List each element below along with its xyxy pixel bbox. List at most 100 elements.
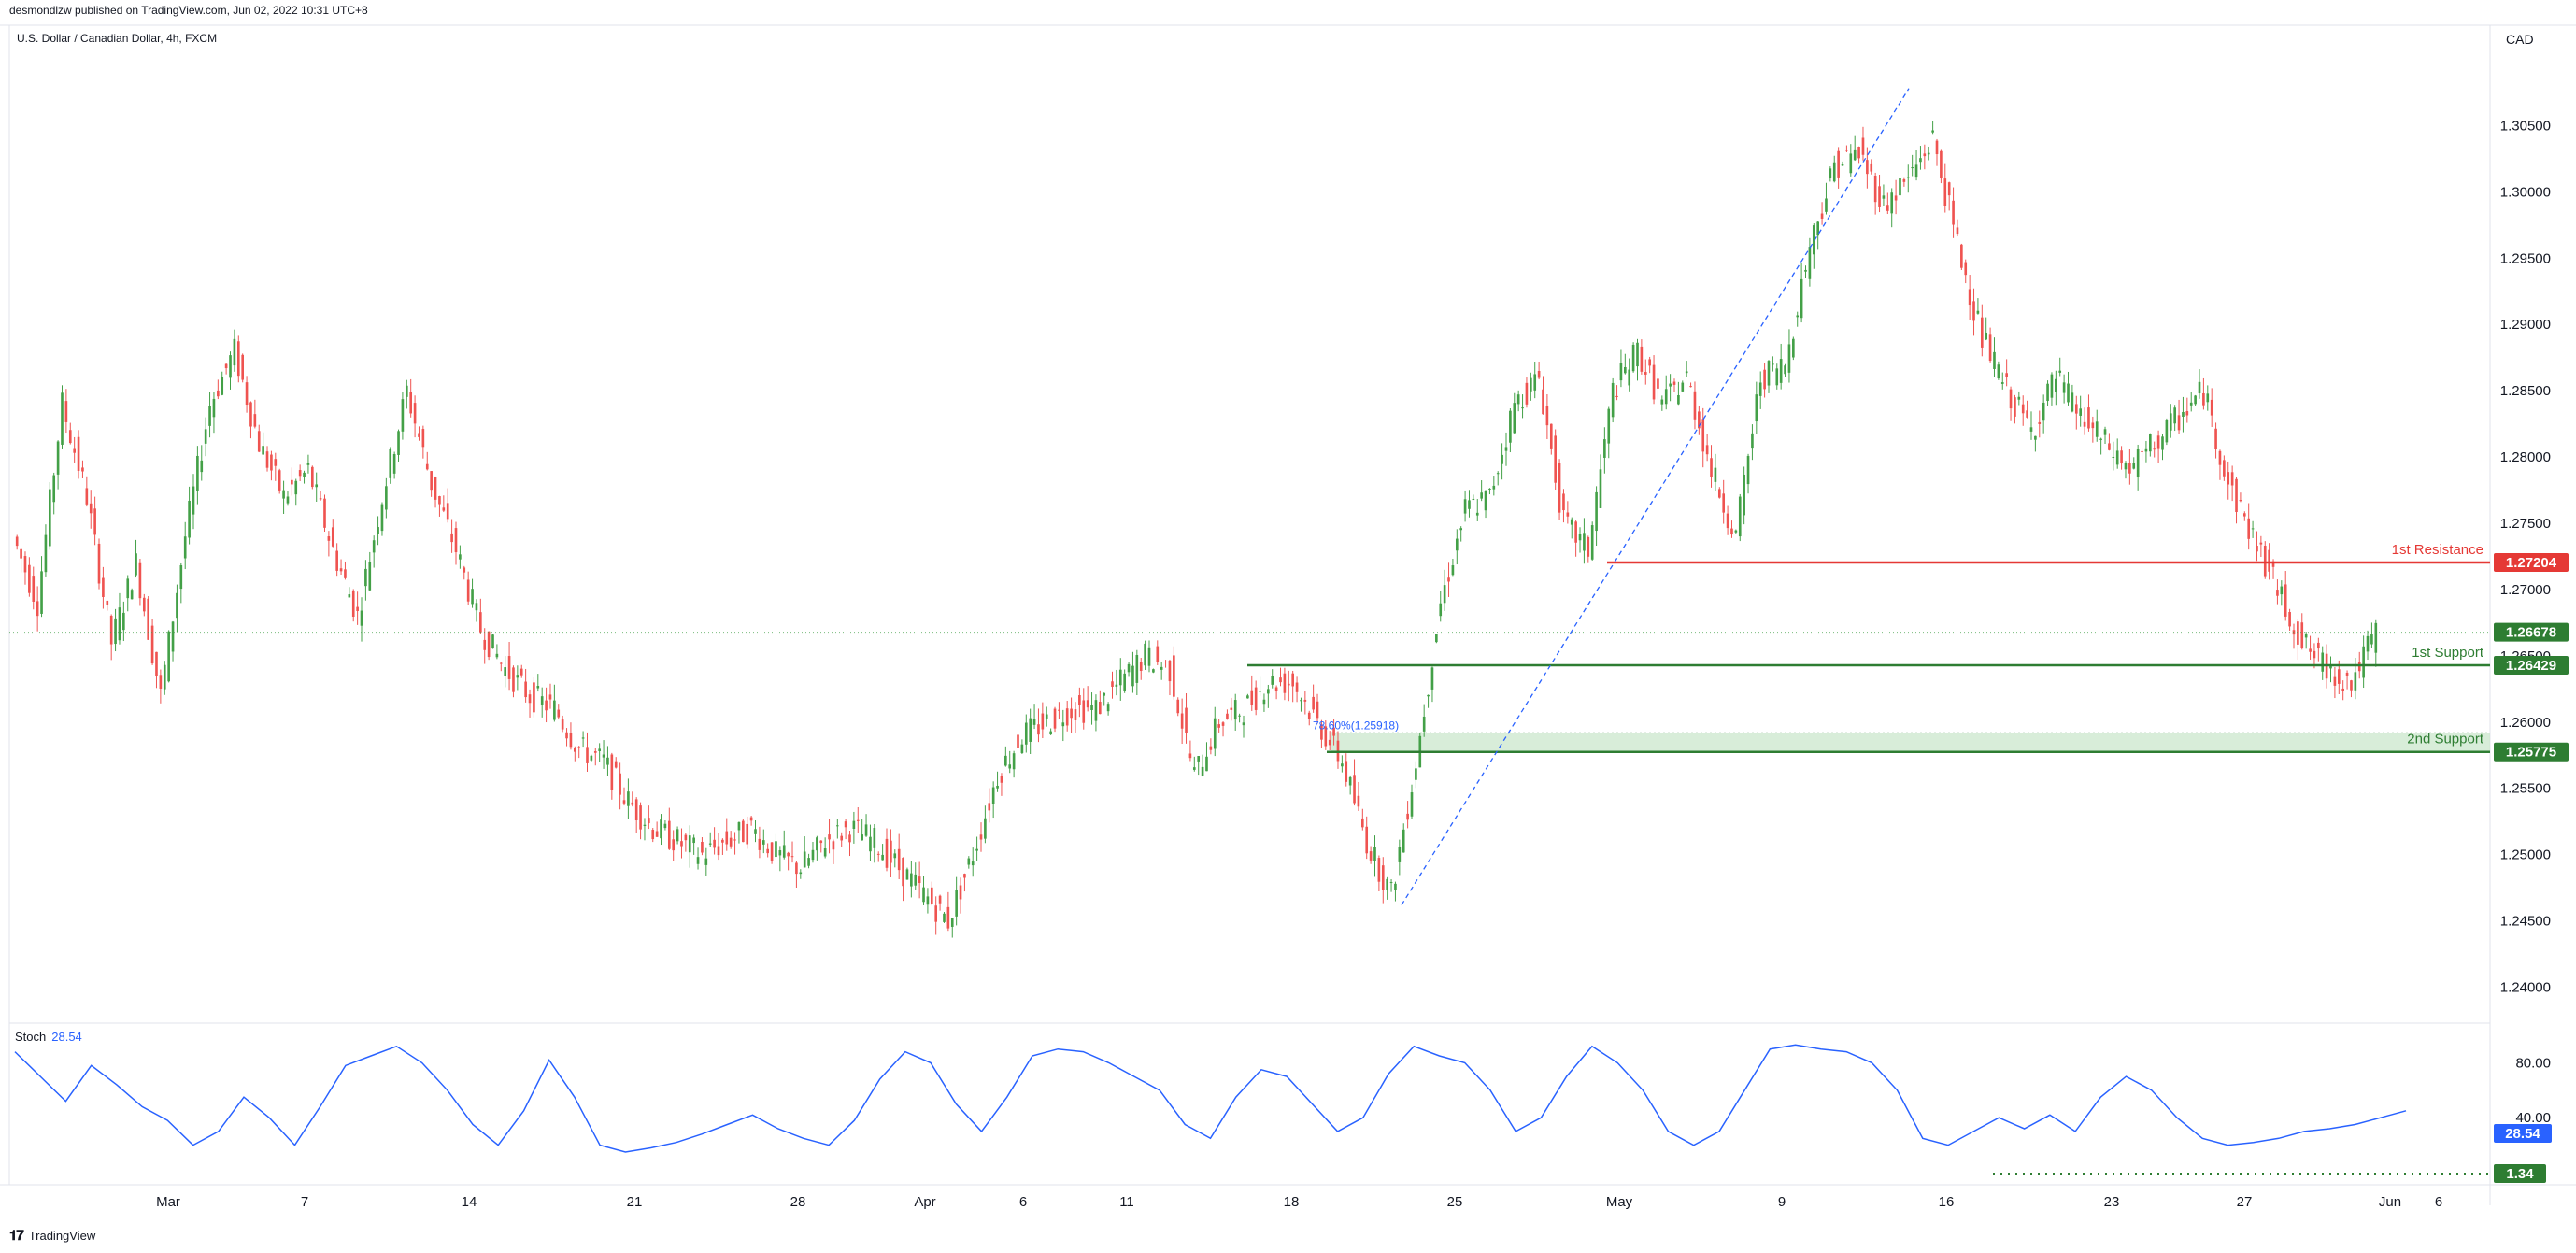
candle-body (602, 754, 605, 758)
candle-body (2034, 435, 2037, 440)
candle-body (873, 828, 876, 848)
candle-body (655, 831, 659, 837)
candle-body (1841, 164, 1844, 166)
candle-body (577, 747, 581, 748)
candle-body (1118, 669, 1122, 686)
candle-body (1960, 244, 1963, 268)
y-tick-label: 1.26000 (2500, 715, 2551, 731)
tradingview-logo[interactable]: 𝟏𝟕 TradingView (9, 1228, 95, 1244)
x-tick-label: Apr (914, 1194, 935, 1210)
candle-body (1964, 262, 1968, 276)
candle-body (1192, 767, 1196, 770)
candle-body (2026, 410, 2028, 418)
stoch-low-text: 1.34 (2506, 1166, 2534, 1182)
candle-body (2370, 634, 2373, 645)
candle-body (1004, 755, 1007, 766)
candle-body (1705, 445, 1709, 455)
candle-body (236, 341, 240, 377)
candle-body (1504, 447, 1508, 451)
candle-body (1106, 704, 1110, 712)
candle-body (2149, 434, 2152, 452)
stoch-tick-label: 40.00 (2515, 1110, 2551, 1126)
candle-body (2029, 427, 2033, 432)
candle-body (1624, 366, 1627, 374)
candle-body (221, 377, 224, 395)
candle-body (930, 887, 933, 904)
x-tick-label: Mar (156, 1194, 180, 1210)
candle-body (1439, 603, 1443, 617)
candle-body (1554, 435, 1557, 483)
candle-body (963, 874, 966, 878)
candle-body (1820, 213, 1824, 219)
candle-body (1144, 643, 1146, 666)
candle-body (1345, 761, 1348, 782)
candle-body (749, 817, 753, 821)
candle-body (2144, 448, 2148, 452)
candle-body (663, 823, 667, 829)
candle-body (684, 834, 688, 841)
candle-body (639, 805, 642, 830)
y-tick-label: 1.27500 (2500, 516, 2551, 532)
candle-body (1816, 221, 1819, 236)
candle-body (1902, 178, 1906, 182)
candle-body (2288, 612, 2291, 627)
candle-body (811, 849, 815, 861)
candle-body (565, 732, 568, 739)
candle-body (561, 719, 564, 730)
candle-body (2062, 382, 2066, 393)
candle-body (836, 825, 839, 827)
candle-body (64, 401, 68, 422)
candle-body (348, 594, 351, 598)
candle-body (1857, 147, 1860, 159)
candle-body (1267, 689, 1270, 694)
candle-body (2153, 448, 2156, 450)
stoch-value-badge (2494, 1124, 2552, 1144)
candle-body (2227, 472, 2230, 485)
candle-body (306, 463, 310, 465)
candle-body (2374, 622, 2378, 653)
candle-body (651, 830, 655, 840)
candle-body (1578, 534, 1582, 541)
candle-body (1377, 858, 1381, 882)
candle-body (1837, 150, 1840, 178)
candle-body (1808, 247, 1812, 279)
candle-body (1779, 359, 1783, 383)
candle-body (2112, 456, 2115, 458)
candle-body (331, 527, 334, 547)
candle-body (20, 548, 22, 559)
candle-body (533, 682, 535, 713)
candle-body (372, 540, 376, 553)
candle-body (344, 569, 347, 578)
candle-body (1886, 205, 1889, 211)
candle-body (1415, 768, 1417, 780)
y-tick-label: 1.25000 (2500, 847, 2551, 863)
candle-body (1530, 377, 1532, 392)
candle-body (1603, 439, 1606, 458)
candle-body (548, 694, 552, 700)
candle-body (1475, 512, 1479, 516)
candle-body (1283, 673, 1287, 693)
candle-body (339, 568, 343, 572)
candle-body (733, 839, 736, 841)
y-tick-label: 1.28500 (2500, 383, 2551, 399)
candle-body (1020, 744, 1024, 753)
candle-body (1365, 826, 1369, 854)
candle-body (2055, 378, 2057, 392)
candle-body (122, 612, 125, 631)
candle-body (1156, 646, 1160, 662)
candle-body (1533, 374, 1537, 391)
candle-body (262, 446, 264, 455)
candle-body (1545, 406, 1549, 426)
candle-body (914, 874, 918, 886)
candle-body (2189, 402, 2193, 406)
candle-body (1328, 739, 1331, 746)
published-header: desmondlzw published on TradingView.com,… (9, 4, 368, 17)
y-tick-label: 1.24000 (2500, 980, 2551, 996)
candle-body (938, 895, 942, 904)
candle-body (1853, 149, 1857, 161)
candle-body (466, 579, 470, 602)
candle-body (459, 554, 462, 560)
candle-body (1832, 162, 1836, 182)
candle-body (44, 534, 48, 573)
